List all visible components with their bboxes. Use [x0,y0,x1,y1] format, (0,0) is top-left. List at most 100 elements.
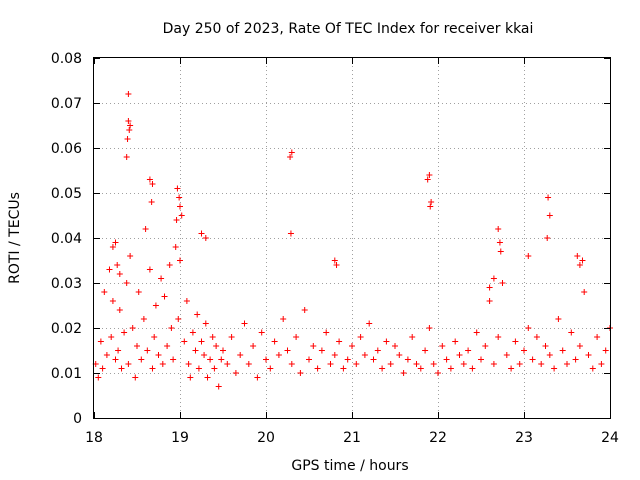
data-point [116,271,123,277]
grid [94,58,610,418]
data-point [209,334,216,340]
data-point [331,257,338,264]
data-point [374,347,381,354]
data-point [576,343,583,349]
y-tick-label: 0.06 [51,141,82,157]
data-point [202,235,209,241]
data-point [404,356,411,363]
data-point [198,230,205,237]
data-point [357,334,364,340]
data-point [218,356,225,363]
data-point [158,275,165,282]
data-point [516,361,523,367]
data-point [564,361,570,367]
data-point [245,361,252,367]
x-tick-label: 22 [429,430,447,446]
data-point [159,361,166,367]
data-point [392,343,398,349]
data-point [314,365,321,372]
data-point [473,329,480,336]
data-point [126,127,133,133]
data-point [559,347,566,354]
data-point [284,347,291,354]
data-point [340,365,347,372]
data-point [204,374,211,381]
data-point [129,325,136,331]
data-point [422,347,429,354]
data-point [125,91,132,97]
y-axis-label: ROTI / TECUs [7,192,23,284]
data-point [572,356,579,363]
data-point [155,352,162,358]
data-point [525,325,532,331]
data-point [598,361,605,367]
data-point [254,374,261,381]
data-point [496,239,503,246]
x-axis: 18 19 20 21 22 23 24 [85,58,619,446]
data-point [123,280,130,286]
data-point [195,365,202,372]
data-point [175,316,182,322]
y-axis: 0 0.01 0.02 0.03 0.04 0.05 0.06 0.07 0.08 [51,51,610,427]
data-point [237,352,244,358]
y-tick-label: 0.05 [51,186,82,202]
data-point [164,343,171,349]
data-point [109,244,116,250]
data-point [241,320,248,327]
data-point [115,347,122,354]
data-point [118,365,125,372]
data-point [288,361,295,367]
data-point [177,203,183,210]
x-tick-label: 18 [85,430,103,446]
data-point [198,338,205,345]
data-point [353,361,360,367]
data-point [228,334,235,340]
data-point [148,199,155,205]
data-point [103,352,110,358]
data-point [194,311,201,318]
data-point [125,118,132,124]
data-point [366,320,373,327]
data-point [333,262,340,268]
data-point [555,316,562,322]
data-point [250,343,257,349]
data-point [428,199,435,205]
data-point [318,347,325,354]
x-tick-label: 20 [257,430,275,446]
data-point [151,334,158,340]
data-point [400,370,407,376]
data-point [589,365,596,372]
data-point [287,154,294,160]
data-point [263,356,269,363]
data-point [127,122,134,129]
data-point [215,383,222,390]
data-point [168,325,175,331]
data-point [202,320,209,327]
y-tick-label: 0.08 [51,51,82,67]
data-point [545,194,552,201]
y-tick-label: 0 [73,411,82,427]
data-point [568,329,575,336]
data-point [95,374,102,381]
data-point [417,365,424,372]
data-point [499,280,506,286]
data-point [349,343,355,349]
data-point [135,289,142,295]
data-point [146,176,153,183]
data-point [211,365,218,372]
data-point [134,343,140,349]
data-point [112,356,119,363]
data-point [280,316,287,322]
data-point [574,253,581,259]
data-point [495,226,502,232]
data-point [127,253,134,259]
data-point [576,262,583,268]
data-point [525,253,532,259]
data-point [551,365,558,372]
data-point [306,356,312,363]
data-point [178,212,185,219]
data-point [267,365,274,372]
y-tick-label: 0.04 [51,231,82,247]
data-point [207,356,214,363]
data-point [503,352,510,358]
